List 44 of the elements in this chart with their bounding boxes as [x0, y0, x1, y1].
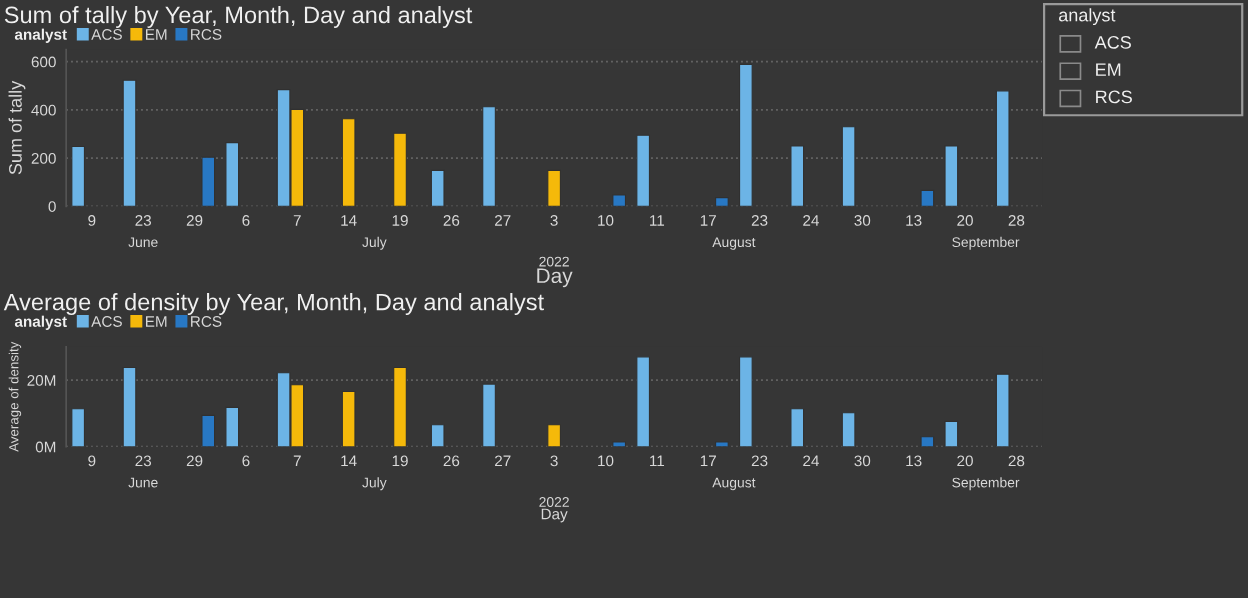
bar [739, 356, 753, 447]
chart-title: Sum of tally by Year, Month, Day and analyst [4, 5, 473, 28]
bar [430, 424, 445, 447]
bar [944, 420, 959, 447]
bar [341, 118, 356, 207]
bar [715, 441, 729, 447]
chart-title: Average of density by Year, Month, Day and analyst [3, 293, 544, 316]
category-label: EM [1096, 63, 1121, 76]
bar [920, 436, 935, 447]
bar [482, 106, 496, 207]
y-axis-title: Sum of tally [8, 80, 26, 175]
bar [547, 424, 561, 447]
text: analyst [1059, 8, 1116, 26]
bar [715, 197, 729, 207]
bar [341, 390, 356, 447]
bar [430, 169, 445, 207]
bar [636, 134, 651, 207]
bar [393, 366, 407, 447]
bar [122, 79, 137, 207]
bar [841, 126, 856, 207]
bar [612, 441, 627, 447]
bar [790, 145, 805, 207]
x-axis-title: Day [537, 268, 573, 288]
category-label: ACS [1094, 35, 1131, 49]
bar [201, 414, 216, 447]
bar [612, 194, 627, 207]
bar [225, 406, 240, 447]
bar [122, 366, 137, 447]
bar [920, 189, 935, 207]
bar [995, 373, 1010, 447]
bar [790, 408, 805, 447]
bar [71, 145, 85, 207]
category-label: RCS [1096, 90, 1132, 104]
bar [71, 408, 85, 447]
bar [636, 356, 651, 447]
bar [393, 132, 407, 207]
bar [944, 145, 959, 207]
bar [225, 142, 240, 207]
bar [482, 383, 496, 447]
bar [841, 412, 856, 447]
bar [995, 90, 1010, 207]
bar [739, 63, 753, 207]
bar [201, 156, 216, 207]
bar [547, 169, 561, 207]
